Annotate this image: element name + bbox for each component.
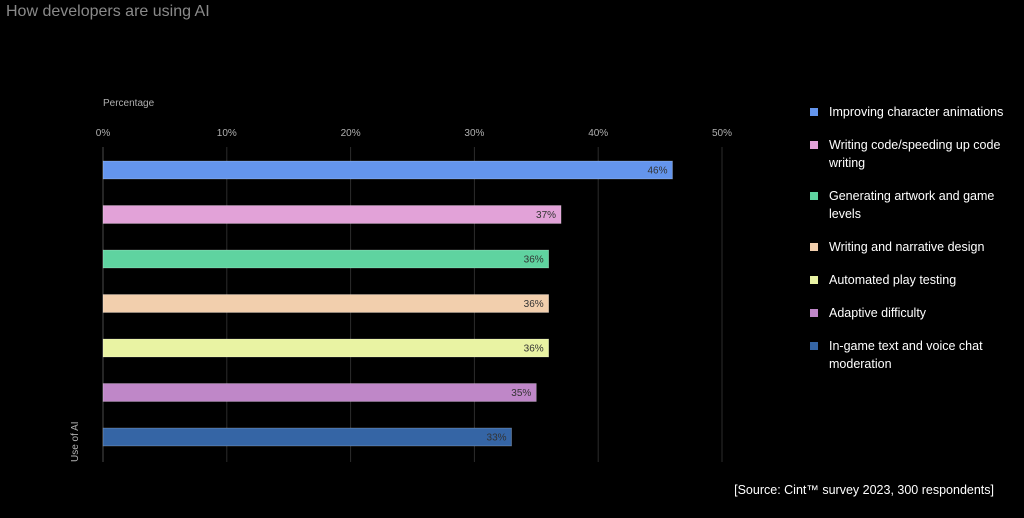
x-tick-label: 0%	[96, 128, 111, 139]
bar	[102, 427, 512, 447]
legend-swatch	[810, 243, 818, 251]
x-axis-title: Percentage	[103, 98, 155, 109]
legend-swatch	[810, 192, 818, 200]
legend-label: Writing code/speeding up code writing	[829, 138, 1001, 170]
legend-item: Writing and narrative design	[810, 238, 1010, 256]
legend-swatch	[810, 342, 818, 350]
legend-item: Writing code/speeding up code writing	[810, 136, 1010, 172]
legend-label: Writing and narrative design	[829, 240, 985, 254]
bar-value-label: 36%	[524, 255, 544, 266]
y-axis-title: Use of AI	[70, 421, 81, 462]
bar-value-label: 36%	[524, 299, 544, 310]
bar	[102, 338, 549, 358]
legend-label: Automated play testing	[829, 273, 957, 287]
chart-legend: Improving character animations Writing co…	[810, 103, 1010, 388]
bar-value-label: 33%	[487, 433, 507, 444]
legend-item: Generating artwork and game levels	[810, 187, 1010, 223]
bar	[102, 249, 549, 269]
bar	[102, 160, 673, 180]
legend-item: Improving character animations	[810, 103, 1010, 121]
legend-item: Adaptive difficulty	[810, 304, 1010, 322]
legend-label: Generating artwork and game levels	[829, 189, 995, 221]
x-tick-label: 50%	[712, 128, 732, 139]
legend-label: In-game text and voice chat moderation	[829, 339, 983, 371]
legend-label: Improving character animations	[829, 105, 1004, 119]
bar-value-label: 46%	[647, 166, 667, 177]
bar	[102, 383, 537, 402]
source-note: [Source: Cint™ survey 2023, 300 responde…	[734, 483, 994, 497]
bar-value-label: 36%	[524, 344, 544, 355]
bar-value-label: 37%	[536, 210, 556, 221]
legend-swatch	[810, 108, 818, 116]
bar-chart: 0% 10% 20% 30% 40% 50% Percentage Use of AI 46% 3…	[70, 98, 732, 462]
x-tick-label: 30%	[464, 128, 484, 139]
bar-value-label: 35%	[511, 388, 531, 399]
legend-item: Automated play testing	[810, 271, 1010, 289]
x-tick-label: 20%	[341, 128, 361, 139]
legend-item: In-game text and voice chat moderation	[810, 337, 1010, 373]
page-title: How developers are using AI	[6, 3, 210, 20]
legend-swatch	[810, 276, 818, 284]
x-tick-label: 40%	[588, 128, 608, 139]
legend-label: Adaptive difficulty	[829, 306, 927, 320]
x-tick-label: 10%	[217, 128, 237, 139]
legend-swatch	[810, 309, 818, 317]
bar	[102, 294, 549, 313]
bar	[102, 205, 562, 224]
legend-swatch	[810, 141, 818, 149]
